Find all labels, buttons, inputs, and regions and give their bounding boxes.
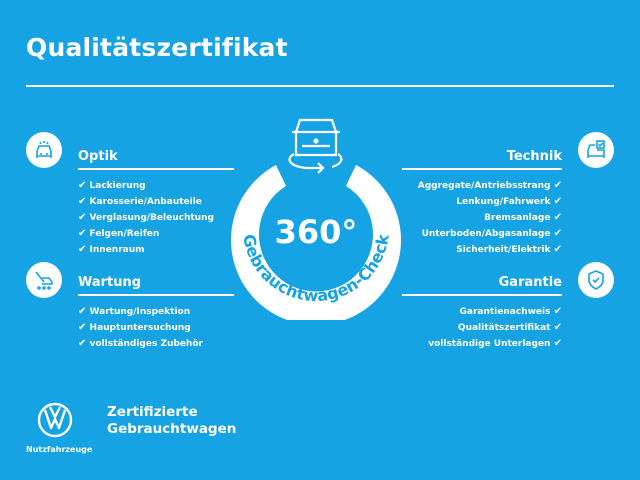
check-icon: ✔ <box>78 212 87 223</box>
garantie-icon-badge <box>578 262 614 298</box>
list-item: ✔ vollständiges Zubehör <box>78 338 203 349</box>
wartung-icon-badge <box>26 262 62 298</box>
check-icon: ✔ <box>553 180 562 191</box>
brand-text: Zertifizierte Gebrauchtwagen <box>107 404 237 437</box>
list-item: ✔ Innenraum <box>78 244 145 255</box>
vw-logo <box>37 402 73 438</box>
check-icon: ✔ <box>78 196 87 207</box>
list-item: ✔ Lackierung <box>78 180 146 191</box>
check-icon: ✔ <box>553 322 562 333</box>
list-item: vollständige Unterlagen ✔ <box>428 338 562 349</box>
list-item: Sicherheit/Elektrik ✔ <box>456 244 562 255</box>
list-item: Qualitätszertifikat ✔ <box>457 322 562 333</box>
check-icon: ✔ <box>553 306 562 317</box>
garantie-list: Garantienachweis ✔ Qualitätszertifikat ✔… <box>428 304 562 352</box>
technik-divider <box>402 168 562 170</box>
title-divider <box>26 85 614 87</box>
car-checklist-icon <box>587 140 605 158</box>
car-rotate-icon <box>288 118 343 174</box>
list-item: ✔ Verglasung/Beleuchtung <box>78 212 214 223</box>
list-item: Garantienachweis ✔ <box>459 306 563 317</box>
optik-list: ✔ Lackierung ✔ Karosserie/Anbauteile ✔ V… <box>78 178 214 258</box>
360-check-emblem: 360° Gebrauchtwagen-Check <box>231 118 401 320</box>
check-icon: ✔ <box>78 338 87 349</box>
maintenance-van-icon <box>35 271 53 290</box>
page-title: Qualitätszertifikat <box>26 33 288 62</box>
list-item: ✔ Karosserie/Anbauteile <box>78 196 202 207</box>
list-item: Bremsanlage ✔ <box>484 212 562 223</box>
car-front-icon <box>36 141 52 158</box>
list-item: ✔ Hauptuntersuchung <box>78 322 191 333</box>
check-icon: ✔ <box>78 322 87 333</box>
list-item: ✔ Wartung/Inspektion <box>78 306 191 317</box>
check-icon: ✔ <box>78 244 87 255</box>
technik-list: Aggregate/Antriebsstrang ✔ Lenkung/Fahrw… <box>418 178 562 258</box>
wartung-list: ✔ Wartung/Inspektion ✔ Hauptuntersuchung… <box>78 304 203 352</box>
check-icon: ✔ <box>553 244 562 255</box>
check-icon: ✔ <box>553 338 562 349</box>
optik-icon-badge <box>26 132 62 168</box>
check-icon: ✔ <box>78 180 87 191</box>
check-icon: ✔ <box>78 228 87 239</box>
technik-icon-badge <box>578 132 614 168</box>
check-icon: ✔ <box>78 306 87 317</box>
shield-check-icon <box>588 270 604 290</box>
list-item: Aggregate/Antriebsstrang ✔ <box>417 180 562 191</box>
technik-heading: Technik <box>506 149 562 164</box>
optik-heading: Optik <box>78 149 118 164</box>
logo-caption: Nutzfahrzeuge <box>26 445 93 454</box>
garantie-heading: Garantie <box>498 275 562 290</box>
wartung-heading: Wartung <box>78 275 142 290</box>
check-icon: ✔ <box>553 228 562 239</box>
check-icon: ✔ <box>553 212 562 223</box>
check-icon: ✔ <box>553 196 562 207</box>
ring-arc <box>231 165 401 320</box>
list-item: ✔ Felgen/Reifen <box>78 228 160 239</box>
optik-divider <box>78 168 234 170</box>
garantie-divider <box>402 294 562 296</box>
degrees-label: 360° <box>275 213 358 251</box>
list-item: Unterboden/Abgasanlage ✔ <box>421 228 562 239</box>
wartung-divider <box>78 294 234 296</box>
list-item: Lenkung/Fahrwerk ✔ <box>456 196 562 207</box>
